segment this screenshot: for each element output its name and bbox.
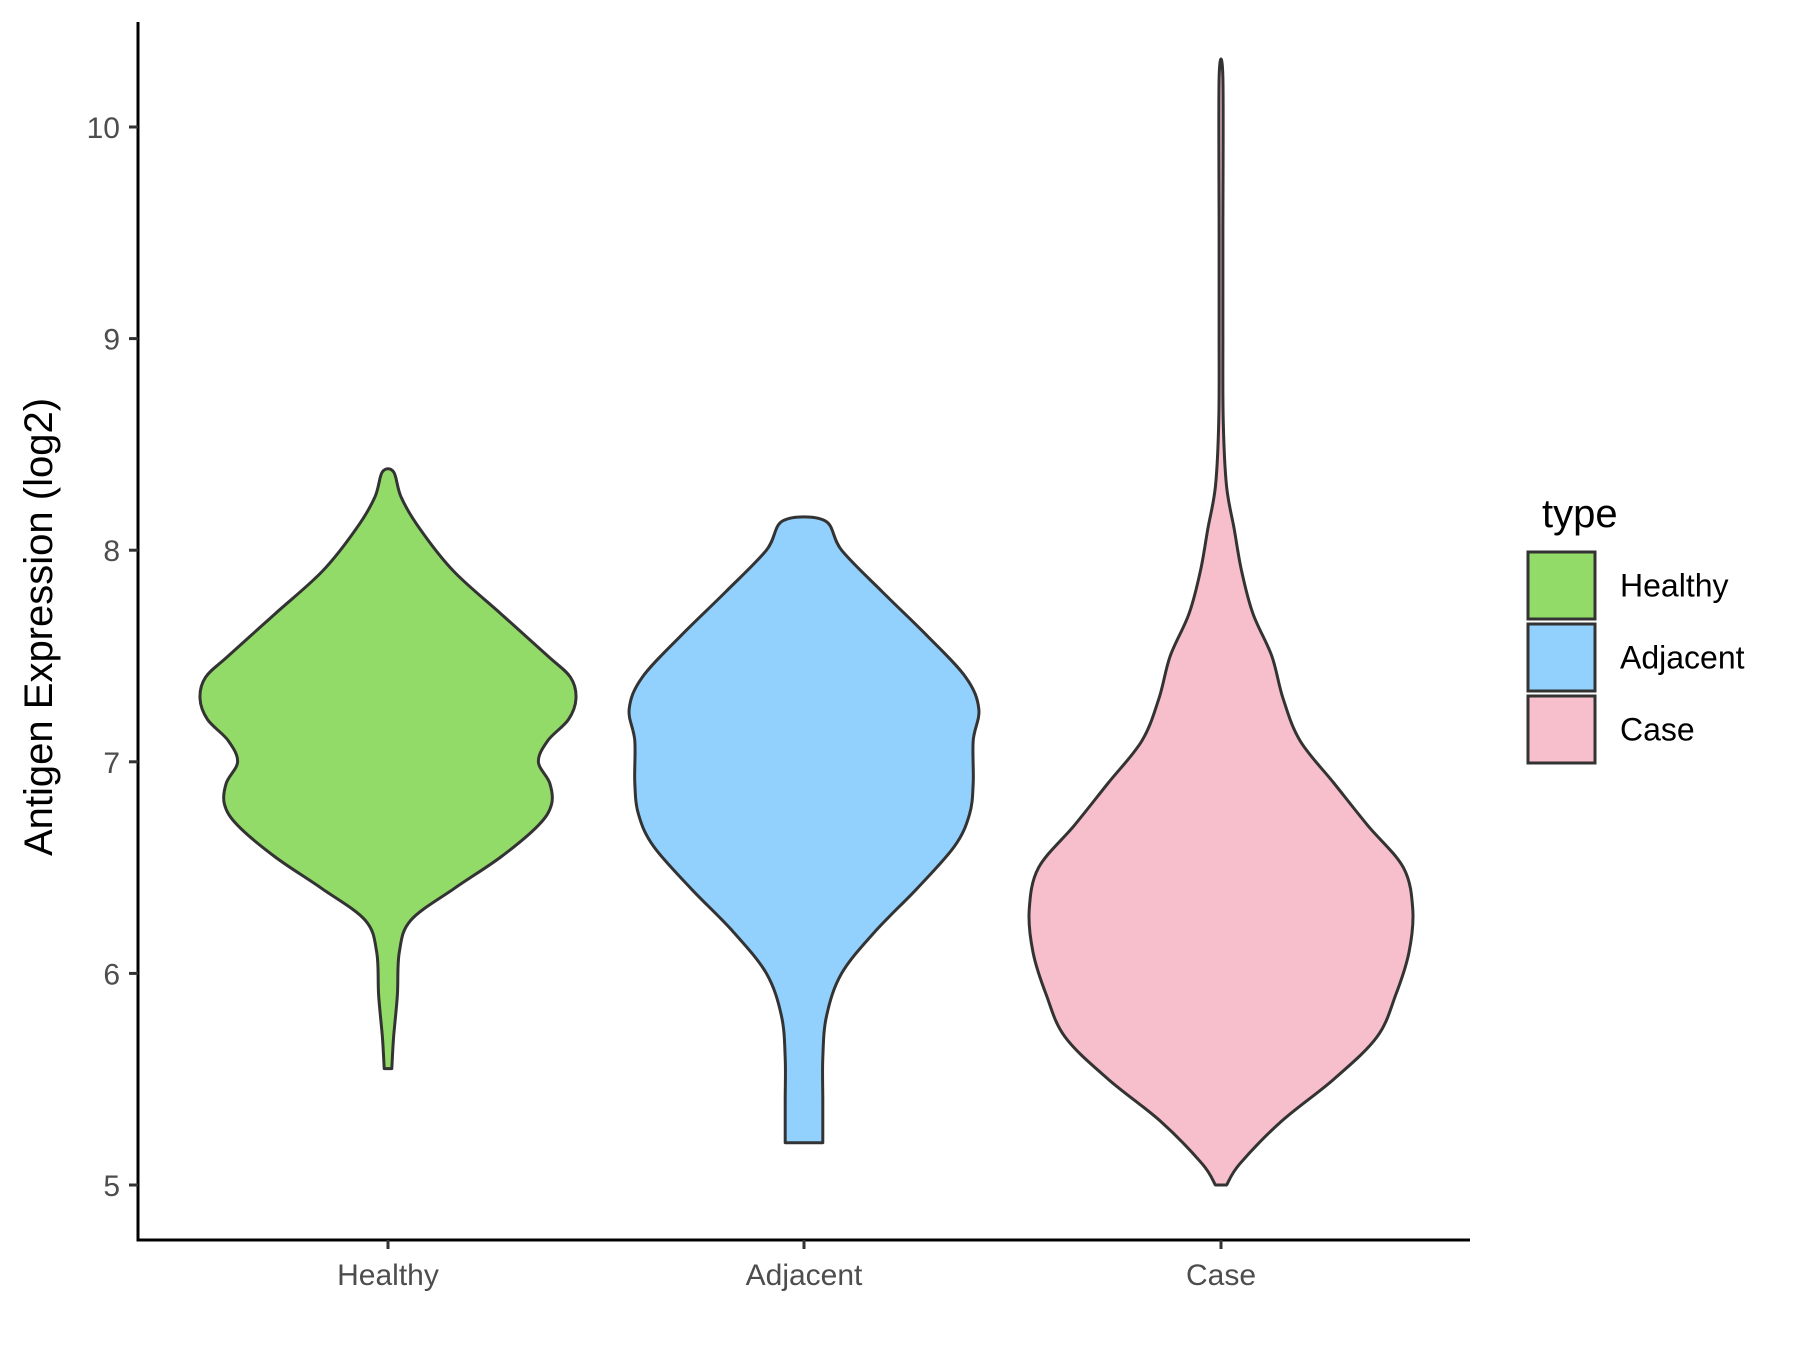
y-tick-label: 8 [103,535,120,568]
legend-label-case: Case [1620,712,1695,748]
x-tick-label-healthy: Healthy [337,1259,439,1292]
y-tick-label: 9 [103,324,120,357]
violin-healthy [198,467,578,1071]
x-tick-label-case: Case [1186,1259,1256,1292]
violin-group [198,57,1415,1187]
legend: type Healthy Adjacent Case [1526,492,1745,765]
x-axis-ticks: Healthy Adjacent Case [337,1240,1256,1292]
legend-key-healthy [1526,550,1597,621]
y-axis-title: Antigen Expression (log2) [17,398,61,856]
legend-label-adjacent: Adjacent [1620,640,1745,676]
y-tick-label: 7 [103,747,120,780]
violin-adjacent [627,515,981,1145]
y-tick-label: 5 [103,1170,120,1203]
y-tick-label: 6 [103,958,120,991]
y-axis-ticks: 5 6 7 8 9 10 [87,112,138,1203]
violin-case [1027,57,1415,1187]
legend-label-healthy: Healthy [1620,568,1729,604]
legend-key-case [1526,694,1597,765]
y-tick-label: 10 [87,112,120,145]
x-tick-label-adjacent: Adjacent [746,1259,863,1292]
legend-key-adjacent [1526,622,1597,693]
legend-title: type [1542,492,1618,536]
